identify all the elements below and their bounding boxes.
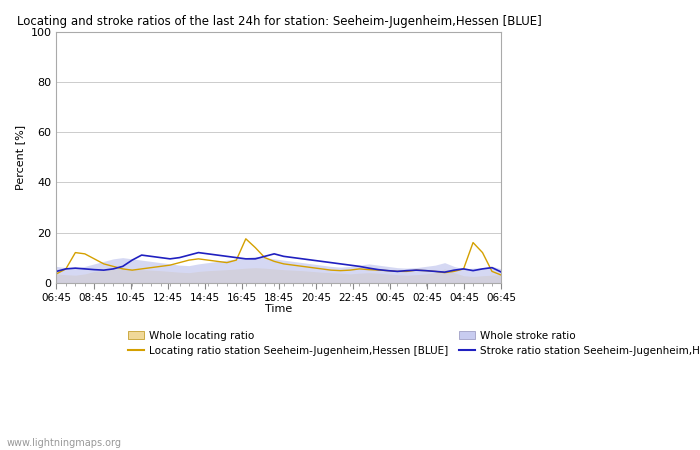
X-axis label: Time: Time (265, 305, 293, 315)
Y-axis label: Percent [%]: Percent [%] (15, 125, 25, 190)
Title: Locating and stroke ratios of the last 24h for station: Seeheim-Jugenheim,Hessen: Locating and stroke ratios of the last 2… (17, 15, 541, 28)
Text: www.lightningmaps.org: www.lightningmaps.org (7, 438, 122, 448)
Legend: Whole locating ratio, Locating ratio station Seeheim-Jugenheim,Hessen [BLUE], Wh: Whole locating ratio, Locating ratio sta… (128, 330, 700, 356)
